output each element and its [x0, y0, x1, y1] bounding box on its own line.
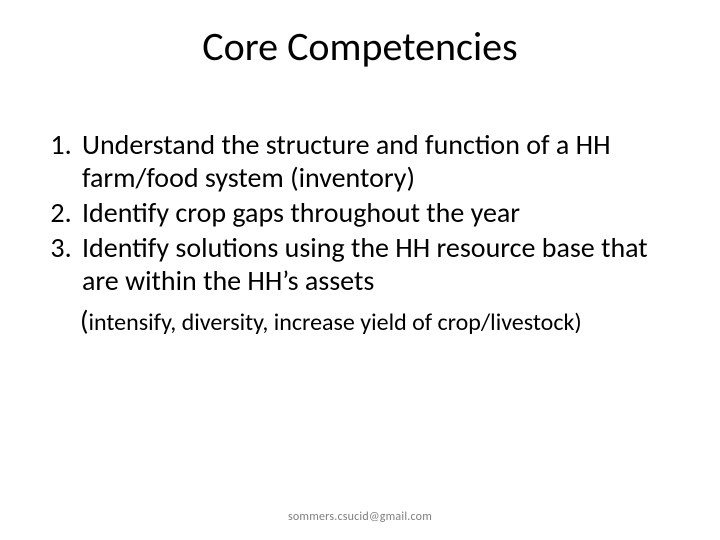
page-title: Core Competencies [0, 22, 720, 71]
paren-text: intensify, diversity, increase yield of … [89, 308, 582, 337]
list-item: Identify crop gaps throughout the year [78, 196, 684, 229]
paren-open: ( [80, 303, 89, 338]
slide: Core Competencies Understand the structu… [0, 0, 720, 540]
footer-text: sommers.csucid@gmail.com [0, 510, 720, 524]
competency-list: Understand the structure and function of… [36, 128, 684, 297]
list-item: Identify solutions using the HH resource… [78, 231, 684, 297]
paren-note: (intensify, diversity, increase yield of… [36, 305, 684, 337]
slide-body: Understand the structure and function of… [36, 128, 684, 337]
list-item: Understand the structure and function of… [78, 128, 684, 194]
